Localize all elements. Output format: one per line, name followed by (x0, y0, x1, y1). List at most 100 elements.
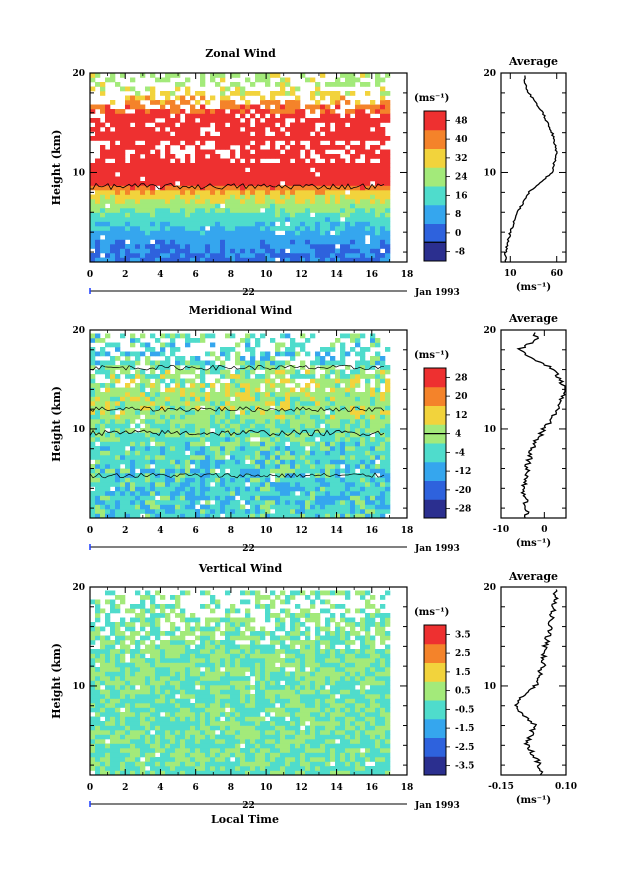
colorbar-band (424, 186, 446, 206)
colorbar-band (424, 480, 446, 500)
colorbar-band (424, 700, 446, 720)
x-tick-label: 0 (87, 526, 93, 536)
colorbar-tick-label: 8 (455, 210, 461, 220)
y-axis-label: Height (km) (50, 386, 63, 462)
average-title: Average (508, 312, 558, 325)
x-tick-label: 4 (157, 270, 163, 280)
colorbar-tick-label: 32 (455, 154, 468, 164)
colorbar-frame (423, 110, 447, 262)
average-x-tick-label: 60 (550, 269, 563, 279)
colorbar-band (424, 499, 446, 519)
x-tick-label: 14 (330, 526, 343, 536)
colorbar-band (424, 681, 446, 701)
y-tick-label: 20 (72, 583, 85, 593)
average-x-tick-label: 10 (504, 269, 517, 279)
x-tick-label: 16 (366, 783, 379, 793)
colorbar-band (424, 461, 446, 481)
date-label: Jan 1993 (414, 801, 460, 811)
colorbar-tick-label: -4 (455, 448, 465, 458)
average-x-tick-label: 0.10 (555, 782, 577, 792)
panel-title: Zonal Wind (205, 47, 276, 60)
average-x-tick-label: -10 (493, 525, 509, 535)
x-tick-label: 4 (157, 526, 163, 536)
x-tick-label: 18 (401, 526, 414, 536)
x-tick-label: 2 (122, 526, 128, 536)
panel-title: Vertical Wind (198, 562, 283, 575)
y-tick-label: 10 (72, 425, 85, 435)
contour-line (90, 406, 385, 413)
y-axis-label: Height (km) (50, 130, 63, 206)
y-tick-label: 10 (72, 682, 85, 692)
colorbar-tick-label: -2.5 (455, 743, 474, 753)
x-tick-label: 8 (228, 783, 234, 793)
colorbar-tick-label: 3.5 (455, 630, 471, 640)
colorbar-band (424, 368, 446, 388)
x-tick-label: 0 (87, 270, 93, 280)
colorbar-unit: (ms⁻¹) (414, 93, 449, 104)
x-tick-label: 16 (366, 270, 379, 280)
contour-line (90, 182, 385, 191)
colorbar-tick-label: 24 (455, 173, 468, 183)
x-tick-label: 6 (193, 270, 199, 280)
colorbar-tick-label: 16 (455, 191, 468, 201)
heatmap-field (90, 590, 391, 775)
colorbar-tick-label: 2.5 (455, 649, 471, 659)
contour-line (90, 364, 385, 371)
y-tick-label: 10 (72, 168, 85, 178)
average-y-tick-label: 20 (483, 583, 496, 593)
x-tick-label: 16 (366, 526, 379, 536)
colorbar-tick-label: 48 (455, 116, 468, 126)
x-tick-label: 12 (295, 270, 308, 280)
colorbar-band (424, 718, 446, 738)
x-tick-label: 12 (295, 526, 308, 536)
average-panel: Average 10 60 10 20 (ms⁻¹) (483, 55, 567, 293)
y-tick-label: 20 (72, 326, 85, 336)
average-y-tick-label: 20 (483, 326, 496, 336)
colorbar-tick-label: 0 (455, 229, 461, 239)
average-x-label: (ms⁻¹) (516, 795, 551, 806)
colorbar-tick-label: 12 (455, 411, 468, 421)
average-panel: Average -0.15 0.10 10 20 (ms⁻¹) (483, 570, 576, 806)
colorbar-tick-label: 4 (455, 430, 461, 440)
colorbar-unit: (ms⁻¹) (414, 350, 449, 361)
contour-line (90, 472, 385, 479)
heatmap-field (90, 333, 391, 518)
y-axis-label: Height (km) (50, 643, 63, 719)
colorbar-band (424, 643, 446, 663)
panel-title: Meridional Wind (189, 304, 293, 317)
x-tick-label: 6 (193, 783, 199, 793)
average-x-tick-label: 0 (541, 525, 547, 535)
x-tick-label: 2 (122, 783, 128, 793)
y-tick-label: 20 (72, 69, 85, 79)
colorbar-band (424, 625, 446, 645)
zero-contour (90, 182, 385, 191)
average-frame (500, 329, 567, 519)
colorbar-band (424, 405, 446, 425)
average-x-label: (ms⁻¹) (516, 538, 551, 549)
average-title: Average (508, 570, 558, 583)
colorbar-tick-label: -1.5 (455, 724, 474, 734)
colorbar-unit: (ms⁻¹) (414, 607, 449, 618)
average-profile-line (504, 75, 558, 263)
colorbar-band (424, 223, 446, 243)
average-title: Average (508, 55, 558, 68)
colorbar-tick-label: 1.5 (455, 668, 471, 678)
colorbar-frame (423, 367, 447, 519)
colorbar-tick-label: 28 (455, 373, 468, 383)
panel-3: Vertical Wind 0 2 4 6 8 10 12 14 16 18 10 20 Height (… (50, 562, 577, 811)
colorbar-band (424, 443, 446, 463)
colorbar-tick-label: 0.5 (455, 687, 471, 697)
average-y-tick-label: 10 (483, 168, 496, 178)
colorbar-tick-label: -8 (455, 248, 465, 258)
x-tick-label: 18 (401, 783, 414, 793)
x-tick-label: 10 (260, 783, 273, 793)
x-tick-label: 4 (157, 783, 163, 793)
colorbar-band (424, 756, 446, 776)
local-time-label: Local Time (211, 813, 279, 826)
average-y-tick-label: 10 (483, 425, 496, 435)
colorbar-band (424, 662, 446, 682)
colorbar-band (424, 148, 446, 168)
x-tick-label: 8 (228, 270, 234, 280)
